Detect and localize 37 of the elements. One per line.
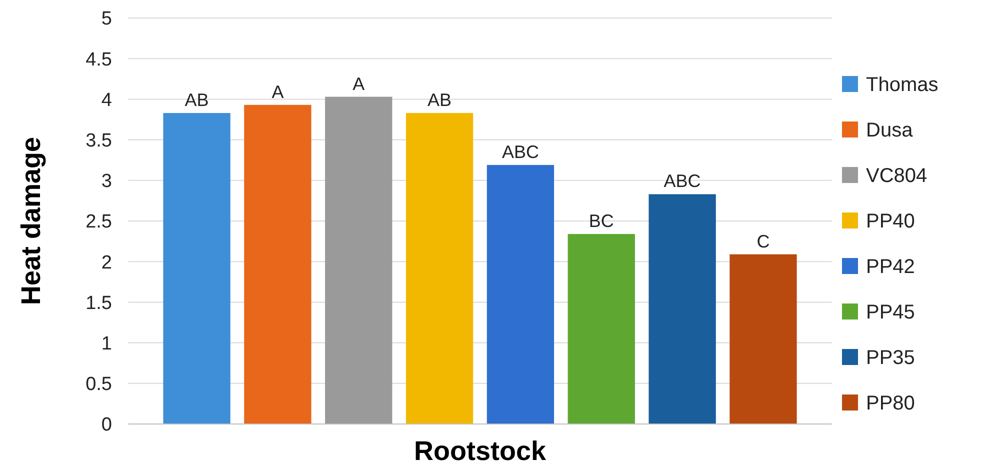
legend-label: VC804 bbox=[866, 165, 928, 187]
bar bbox=[486, 164, 554, 424]
bar bbox=[568, 234, 635, 424]
data-label: BC bbox=[588, 210, 614, 231]
y-tick-label: 1.5 bbox=[86, 292, 112, 314]
legend-label: Thomas bbox=[866, 74, 938, 96]
bar bbox=[325, 96, 392, 424]
y-tick-label: 2 bbox=[101, 252, 112, 274]
y-tick-label: 2.5 bbox=[86, 212, 112, 233]
y-tick-label: 3.5 bbox=[86, 130, 112, 152]
y-tick-label: 1 bbox=[101, 333, 112, 354]
data-label: C bbox=[756, 231, 770, 252]
legend-label: PP42 bbox=[866, 256, 915, 278]
data-label: AB bbox=[428, 90, 452, 110]
legend-label: PP80 bbox=[866, 392, 915, 414]
bar bbox=[406, 113, 474, 424]
y-tick-label: 0 bbox=[101, 414, 112, 436]
data-label: A bbox=[352, 74, 365, 94]
data-label: AB bbox=[184, 90, 209, 110]
legend-label: Dusa bbox=[866, 120, 914, 142]
legend-label: PP35 bbox=[866, 347, 915, 369]
legend-label: PP40 bbox=[866, 210, 915, 232]
y-tick-label: 4.5 bbox=[86, 49, 112, 70]
y-tick-label: 3 bbox=[101, 171, 112, 192]
data-label: ABC bbox=[502, 142, 539, 162]
bar bbox=[163, 113, 230, 424]
y-tick-label: 4 bbox=[101, 90, 112, 111]
data-label: ABC bbox=[664, 171, 701, 192]
bar bbox=[730, 254, 797, 424]
y-tick-label: 0.5 bbox=[86, 374, 112, 396]
y-tick-label: 5 bbox=[101, 8, 112, 30]
y-axis-title: Heat damage bbox=[16, 136, 46, 306]
bar bbox=[648, 194, 716, 424]
data-label: A bbox=[272, 82, 284, 102]
bar bbox=[244, 104, 312, 424]
x-axis-title: Rootstock bbox=[414, 436, 547, 464]
legend-label: PP45 bbox=[866, 302, 915, 324]
